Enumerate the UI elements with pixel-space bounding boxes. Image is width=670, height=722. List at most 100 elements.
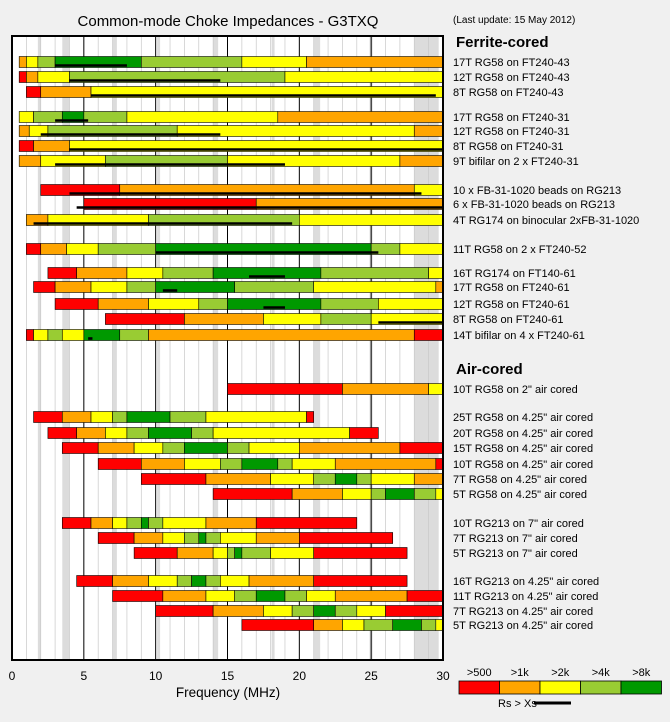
bar-segment <box>334 473 358 485</box>
plot-area <box>11 35 444 661</box>
bar-segment <box>169 411 207 423</box>
bar-segment <box>435 488 444 500</box>
legend-label: >8k <box>632 667 651 679</box>
legend-swatch <box>539 680 581 695</box>
bar-segment <box>241 619 315 631</box>
bar-segment <box>313 605 336 617</box>
bar-segment <box>76 267 128 279</box>
bar-segment <box>176 547 214 559</box>
legend-swatch <box>499 680 541 695</box>
x-tick-label: 0 <box>9 669 16 683</box>
bar-segment <box>291 458 336 470</box>
row-label: 17T RG58 on FT240-61 <box>453 282 570 294</box>
bar-segment <box>97 532 135 544</box>
legend-label: >1k <box>511 667 530 679</box>
row-label: 4T RG174 on binocular 2xFB-31-1020 <box>453 215 639 227</box>
bar-segment <box>320 298 379 310</box>
bar-segment <box>334 458 437 470</box>
row-label: 11T RG213 on 4.25" air cored <box>453 591 598 603</box>
row-label: 17T RG58 on FT240-43 <box>453 57 570 69</box>
bar-segment <box>126 111 279 123</box>
legend-swatch <box>458 680 500 695</box>
row-label: 12T RG58 on FT240-43 <box>453 72 570 84</box>
bar-segment <box>148 298 200 310</box>
bar-segment <box>61 517 92 529</box>
bar-segment <box>148 517 164 529</box>
bar-segment <box>241 56 307 68</box>
row-label: 25T RG58 on 4.25" air cored <box>453 412 593 424</box>
bar-segment <box>241 547 271 559</box>
bar-segment <box>205 517 257 529</box>
bar-segment <box>176 575 192 587</box>
row-label: 17T RG58 on FT240-31 <box>453 112 570 124</box>
bar-segment <box>385 605 444 617</box>
row-label: 7T RG213 on 7" air cored <box>453 533 578 545</box>
bar-segment <box>320 313 372 325</box>
bar-segment <box>26 71 39 83</box>
bar-segment <box>349 427 379 439</box>
bar-segment <box>141 517 149 529</box>
bar-segment <box>406 590 444 602</box>
row-label: 10 x FB-31-1020 beads on RG213 <box>453 185 621 197</box>
bar-segment <box>126 267 164 279</box>
plot-frame <box>11 35 444 661</box>
row-label: 6 x FB-31-1020 beads on RG213 <box>453 199 615 211</box>
bar-segment <box>26 243 42 255</box>
bar-segment <box>284 71 444 83</box>
bar-segment <box>234 547 243 559</box>
bar-segment <box>220 532 257 544</box>
bar-segment <box>255 517 358 529</box>
legend-label: >4k <box>592 667 611 679</box>
bar-segment <box>61 411 92 423</box>
bar-segment <box>421 619 437 631</box>
band-shade-0 <box>37 36 41 660</box>
row-label: 8T RG58 on FT240-43 <box>453 87 563 99</box>
bar-segment <box>248 442 300 454</box>
row-label: 7T RG58 on 4.25" air cored <box>453 474 587 486</box>
bar-segment <box>47 427 77 439</box>
bar-segment <box>33 411 63 423</box>
bar-segment <box>66 243 99 255</box>
bar-segment <box>33 140 70 152</box>
bar-segment <box>370 488 386 500</box>
bar-segment <box>148 575 178 587</box>
bar-segment <box>435 619 444 631</box>
bar-segment <box>270 473 315 485</box>
bar-segment <box>126 411 171 423</box>
bar-segment <box>205 590 235 602</box>
bar-segment <box>54 298 99 310</box>
bar-segment <box>76 575 113 587</box>
bar-segment <box>370 473 415 485</box>
row-label: 20T RG58 on 4.25" air cored <box>453 428 593 440</box>
bar-segment <box>334 605 358 617</box>
bar-segment <box>399 155 444 167</box>
bar-segment <box>198 532 207 544</box>
legend: >500 >1k >2k >4k >8k <box>458 667 662 695</box>
bar-segment <box>18 56 27 68</box>
bar-segment <box>334 590 408 602</box>
bar-segment <box>342 488 372 500</box>
bar-segment <box>413 125 444 137</box>
row-label: 5T RG213 on 4.25" air cored <box>453 620 593 632</box>
bar-segment <box>428 383 444 395</box>
bar-segment <box>313 473 336 485</box>
row-label: 16T RG213 on 4.25" air cored <box>453 576 599 588</box>
bar-segment <box>277 111 444 123</box>
bar-segment <box>306 590 336 602</box>
bar-segment <box>284 590 307 602</box>
bar-segment <box>435 281 444 293</box>
bar-segment <box>90 517 113 529</box>
bar-segment <box>26 329 34 341</box>
row-label: 12T RG58 on FT240-61 <box>453 299 570 311</box>
bar-segment <box>413 329 444 341</box>
bar-segment <box>263 605 293 617</box>
bar-segment <box>342 619 365 631</box>
bar-segment <box>61 442 99 454</box>
section-label-ferrite: Ferrite-cored <box>456 34 549 51</box>
bar-segment <box>112 411 128 423</box>
band-shade-6 <box>313 36 321 660</box>
row-label: 14T bifilar on 4 x FT240-61 <box>453 330 585 342</box>
row-label: 16T RG174 on FT140-61 <box>453 268 576 280</box>
bar-segment <box>119 329 149 341</box>
row-label: 9T bifilar on 2 x FT240-31 <box>453 156 579 168</box>
